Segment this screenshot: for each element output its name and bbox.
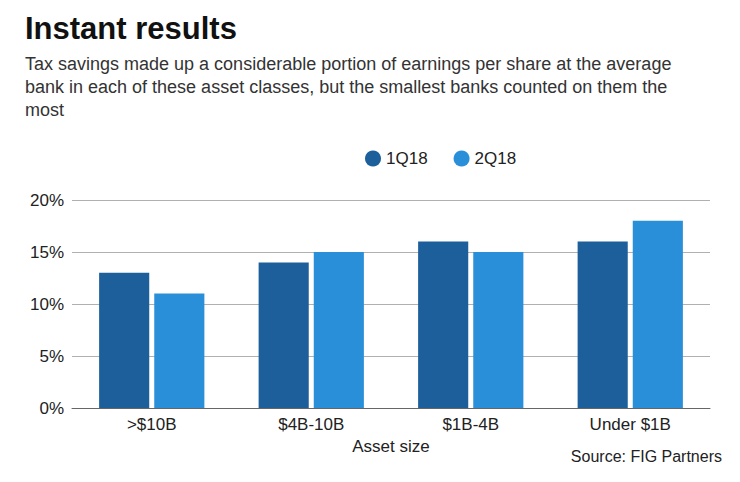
svg-text:>$10B: >$10B (127, 415, 177, 434)
svg-text:Tax savings made up a consider: Tax savings made up a considerable porti… (25, 54, 676, 74)
svg-text:$4B-10B: $4B-10B (278, 415, 344, 434)
svg-text:5%: 5% (39, 347, 64, 366)
svg-text:15%: 15% (30, 243, 64, 262)
svg-text:20%: 20% (30, 191, 64, 210)
svg-text:Asset size: Asset size (352, 437, 429, 456)
svg-text:2Q18: 2Q18 (475, 149, 517, 168)
svg-text:Source: FIG Partners: Source: FIG Partners (571, 448, 722, 465)
svg-text:Instant results: Instant results (25, 11, 237, 46)
svg-text:most: most (25, 100, 64, 120)
svg-text:1Q18: 1Q18 (386, 149, 428, 168)
svg-text:bank in each of these asset cl: bank in each of these asset classes, but… (25, 77, 672, 97)
svg-text:0%: 0% (39, 399, 64, 418)
svg-text:10%: 10% (30, 295, 64, 314)
svg-text:$1B-4B: $1B-4B (442, 415, 499, 434)
svg-text:Under $1B: Under $1B (590, 415, 671, 434)
